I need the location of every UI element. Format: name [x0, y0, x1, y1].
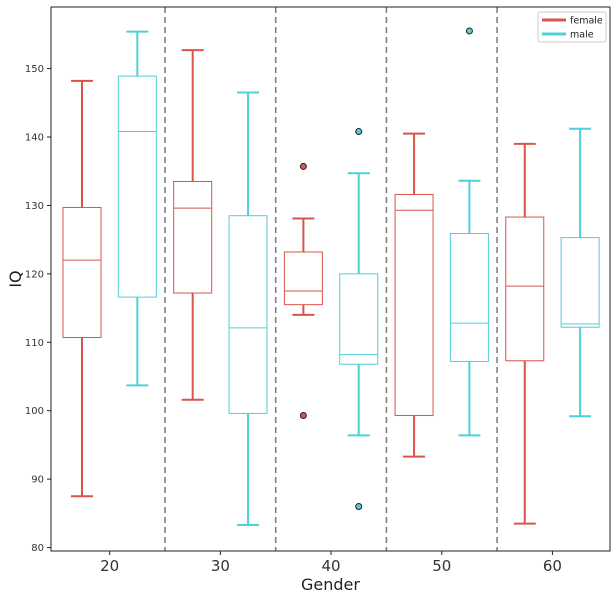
box-iqr — [228, 215, 268, 414]
box-male-20 — [117, 30, 157, 387]
box-female-60 — [505, 142, 545, 525]
y-tick-label: 150 — [25, 64, 44, 75]
y-tick-label: 130 — [25, 201, 44, 212]
x-tick-label: 60 — [543, 557, 562, 575]
box-iqr — [173, 180, 213, 294]
legend-label-female: female — [570, 16, 603, 27]
box-female-20 — [62, 79, 102, 498]
legend-label-male: male — [570, 30, 594, 41]
y-tick-label: 90 — [31, 475, 44, 486]
box-male-50 — [449, 27, 489, 437]
plot-frame — [50, 6, 611, 552]
x-tick-label: 50 — [432, 557, 451, 575]
y-tick-label: 140 — [25, 133, 44, 144]
y-axis-title: IQ — [6, 270, 25, 287]
outlier-point — [465, 27, 473, 35]
y-tick-label: 100 — [25, 406, 44, 417]
box-iqr — [62, 206, 102, 339]
box-female-30 — [173, 49, 213, 401]
y-tick-label: 110 — [25, 338, 44, 349]
box-female-50 — [394, 132, 434, 458]
box-female-40 — [283, 162, 323, 420]
y-tick-label: 80 — [31, 543, 44, 554]
box-male-30 — [228, 91, 268, 526]
box-iqr — [449, 232, 489, 362]
box-iqr — [394, 193, 434, 417]
box-iqr — [505, 216, 545, 362]
x-tick-label: 30 — [211, 557, 230, 575]
box-iqr — [560, 237, 600, 328]
box-iqr — [339, 273, 379, 365]
y-tick-label: 120 — [25, 269, 44, 280]
outlier-point — [299, 412, 307, 420]
plot-area — [51, 7, 610, 551]
x-tick-label: 40 — [322, 557, 341, 575]
box-male-60 — [560, 127, 600, 418]
x-axis-title: Gender — [301, 575, 360, 594]
outlier-point — [299, 162, 307, 170]
outlier-point — [355, 503, 363, 511]
outlier-point — [355, 128, 363, 136]
box-iqr — [117, 75, 157, 298]
x-tick-label: 20 — [100, 557, 119, 575]
box-male-40 — [339, 128, 379, 511]
box-iqr — [283, 251, 323, 306]
